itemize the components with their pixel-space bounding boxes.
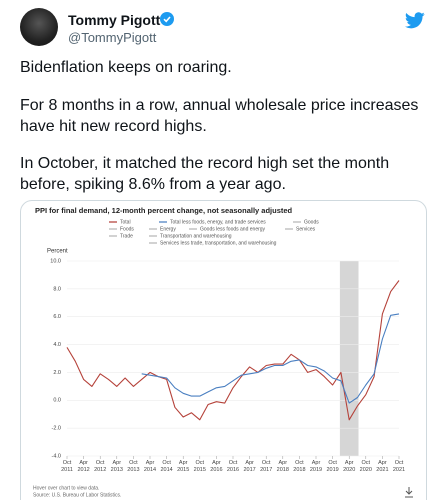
x-tick-label-box: Apr 2014 bbox=[143, 460, 157, 473]
x-tick-label-box: Apr 2020 bbox=[343, 460, 356, 473]
x-tick-label-box: Oct 2011 bbox=[61, 460, 73, 473]
x-tick-label: Oct 2013 bbox=[127, 460, 140, 473]
recession-band bbox=[339, 261, 359, 456]
chart: PPI for final demand, 12-month percent c… bbox=[33, 206, 413, 498]
x-tick-label-box: Apr 2012 bbox=[77, 460, 90, 473]
x-tick-label: Apr 2019 bbox=[309, 460, 323, 473]
legend-label: Trade bbox=[120, 233, 133, 239]
x-tick-label-box: Oct 2015 bbox=[193, 460, 206, 473]
download-icon[interactable] bbox=[405, 487, 413, 498]
chart-title: PPI for final demand, 12-month percent c… bbox=[35, 206, 293, 215]
legend-label: Total less foods, energy, and trade serv… bbox=[170, 219, 266, 225]
tweet-text: Bidenflation keeps on roaring. bbox=[20, 59, 232, 76]
x-tick-label-box: Oct 2021 bbox=[392, 460, 406, 473]
x-tick-label: Oct 2018 bbox=[293, 460, 306, 473]
x-tick-label-box: Oct 2012 bbox=[94, 460, 107, 473]
legend-label: Transportation and warehousing bbox=[160, 233, 232, 239]
x-tick-label: Apr 2015 bbox=[177, 460, 190, 473]
chart-source: Source: U.S. Bureau of Labor Statistics. bbox=[33, 492, 121, 498]
y-tick-label: 0.0 bbox=[53, 398, 61, 404]
y-tick-label: 10.0 bbox=[50, 258, 61, 264]
x-tick-label-box: Apr 2018 bbox=[276, 460, 289, 473]
x-tick-label: Oct 2015 bbox=[193, 460, 206, 473]
legend-label: Services less trade, transportation, and… bbox=[160, 240, 277, 246]
x-tick-label: Oct 2011 bbox=[61, 460, 73, 473]
x-tick-label-box: Apr 2013 bbox=[110, 460, 123, 473]
x-tick-label: Oct 2012 bbox=[94, 460, 107, 473]
y-tick-label: 6.0 bbox=[53, 314, 61, 320]
legend-label: Foods bbox=[120, 226, 134, 232]
legend-label: Goods bbox=[304, 219, 319, 225]
x-tick-label: Oct 2020 bbox=[359, 460, 372, 473]
x-tick-label: Apr 2017 bbox=[243, 460, 256, 473]
legend-label: Goods less foods and energy bbox=[200, 226, 266, 232]
x-tick-label: Apr 2012 bbox=[77, 460, 90, 473]
series-line bbox=[141, 313, 400, 404]
tweet-text: For 8 months in a row, annual wholesale … bbox=[20, 97, 419, 135]
x-tick-label: Oct 2014 bbox=[160, 460, 173, 473]
x-tick-label-box: Oct 2020 bbox=[359, 460, 372, 473]
x-tick-label: Oct 2017 bbox=[260, 460, 273, 473]
y-tick-label: -2.0 bbox=[52, 426, 61, 432]
x-tick-label-box: Oct 2018 bbox=[293, 460, 306, 473]
twitter-logo[interactable] bbox=[405, 12, 425, 29]
x-tick-label: Apr 2016 bbox=[210, 460, 223, 473]
tweet-text: In October, it matched the record high s… bbox=[20, 155, 390, 193]
x-tick-label-box: Oct 2014 bbox=[160, 460, 173, 473]
y-tick-label: 2.0 bbox=[53, 370, 61, 376]
x-tick-label: Apr 2018 bbox=[276, 460, 289, 473]
x-tick-label-box: Oct 2016 bbox=[226, 460, 240, 473]
verified-badge bbox=[160, 12, 174, 26]
y-tick-label: -4.0 bbox=[52, 453, 61, 459]
x-tick-label: Apr 2021 bbox=[376, 460, 389, 473]
x-tick-label: Apr 2014 bbox=[143, 460, 157, 473]
x-tick-label-box: Apr 2021 bbox=[376, 460, 389, 473]
legend-label: Total bbox=[120, 219, 131, 225]
author-name[interactable]: Tommy Pigott bbox=[68, 12, 161, 28]
author-handle[interactable]: @TommyPigott bbox=[68, 30, 157, 45]
y-tick-label: 8.0 bbox=[53, 286, 61, 292]
x-tick-label-box: Apr 2015 bbox=[177, 460, 190, 473]
x-tick-label-box: Apr 2019 bbox=[309, 460, 323, 473]
x-tick-label-box: Oct 2013 bbox=[127, 460, 140, 473]
chart-card[interactable]: PPI for final demand, 12-month percent c… bbox=[20, 200, 427, 500]
x-tick-label: Oct 2016 bbox=[226, 460, 240, 473]
x-tick-label: Oct 2021 bbox=[392, 460, 406, 473]
y-tick-label: 4.0 bbox=[53, 342, 61, 348]
x-tick-label-box: Apr 2016 bbox=[210, 460, 223, 473]
x-tick-label: Apr 2013 bbox=[110, 460, 123, 473]
legend-label: Energy bbox=[160, 226, 176, 232]
x-tick-label: Oct 2019 bbox=[326, 460, 339, 473]
avatar[interactable] bbox=[20, 8, 58, 46]
x-tick-label: Apr 2020 bbox=[343, 460, 356, 473]
x-tick-label-box: Oct 2019 bbox=[326, 460, 339, 473]
x-tick-label-box: Oct 2017 bbox=[260, 460, 273, 473]
chart-note: Hover over chart to view data. bbox=[33, 485, 99, 491]
y-axis-label: Percent bbox=[47, 249, 68, 255]
x-tick-label-box: Apr 2017 bbox=[243, 460, 256, 473]
legend-label: Services bbox=[296, 226, 316, 232]
